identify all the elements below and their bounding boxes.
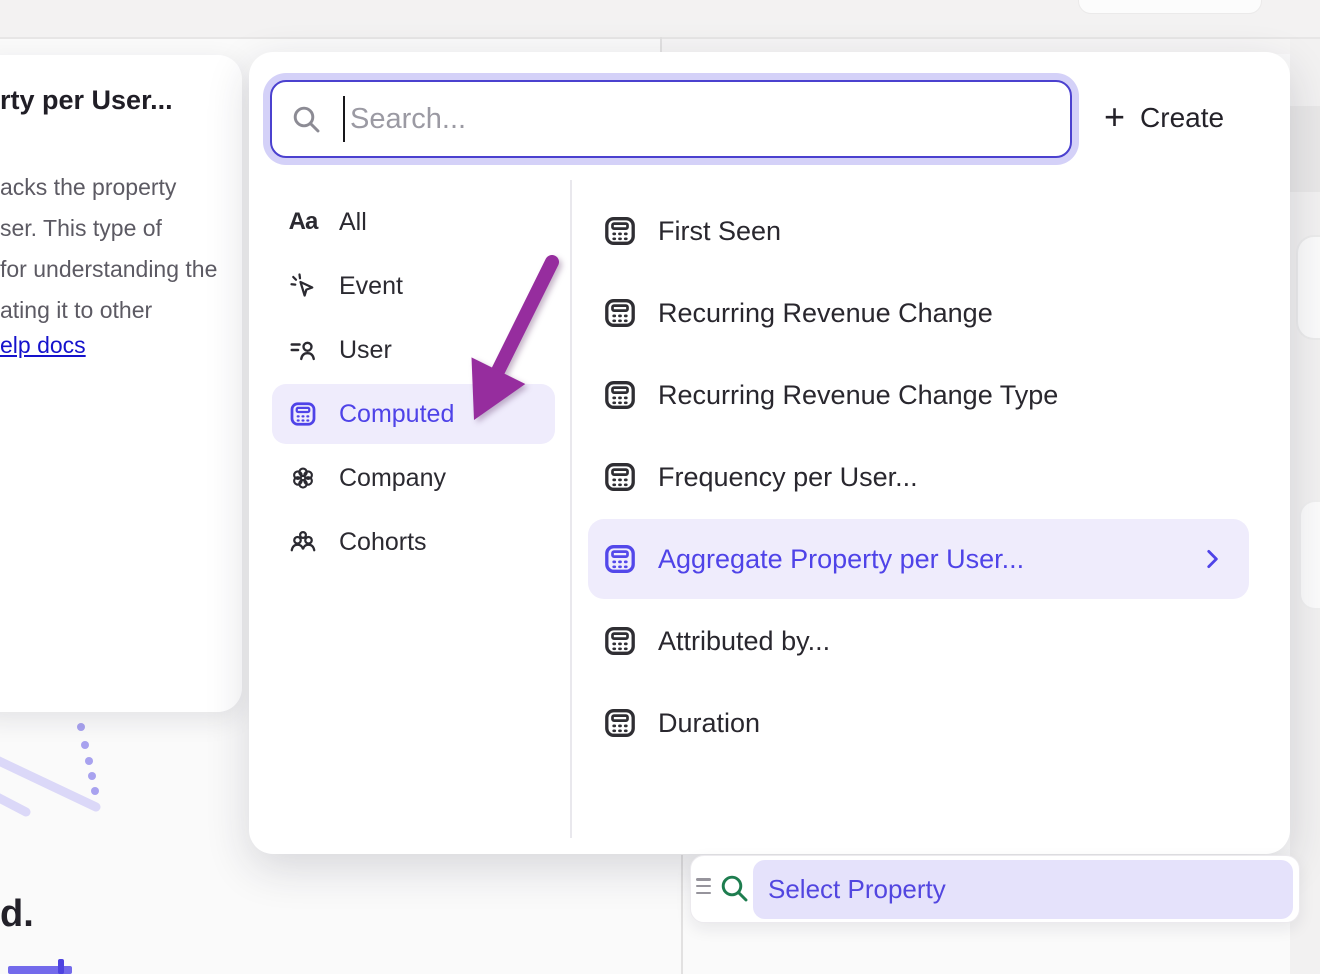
item-label: Frequency per User... [658,461,918,492]
background-top-tab [1078,0,1262,14]
background-right-pane [660,39,1290,54]
calculator-icon [602,213,638,249]
create-button[interactable]: + Create [1104,92,1224,144]
list-item-duration[interactable]: Duration [588,683,1249,763]
list-item-first-seen[interactable]: First Seen [588,191,1249,271]
tooltip-line: ating it to other [0,297,153,323]
item-label: First Seen [658,215,782,246]
category-label: Event [339,271,403,300]
text-aa-icon: Aa [288,208,319,235]
plus-icon: + [1104,95,1126,137]
category-cohorts[interactable]: Cohorts [272,512,555,572]
category-computed[interactable]: Computed [272,384,555,444]
item-label: Recurring Revenue Change Type [658,379,1059,410]
background-vertical-divider-bottom [681,855,683,974]
item-label: Duration [658,707,761,738]
page-heading-fragment: d. [0,893,34,935]
drag-handle-icon[interactable] [696,878,711,894]
clipped-purple-text-fragment [58,959,64,974]
calculator-icon [287,398,319,430]
calculator-icon [602,705,638,741]
item-label: Aggregate Property per User... [658,543,1025,574]
property-selector-bar: Select Property [690,855,1300,923]
column-divider [570,180,572,838]
empty-state-illustration [0,723,101,817]
tooltip-line: acks the property [0,174,177,200]
calculator-icon [602,459,638,495]
item-label: Attributed by... [658,625,831,656]
search-field-container [270,80,1072,158]
category-label: Computed [339,399,455,428]
search-icon [290,103,322,135]
cursor-click-icon [287,270,319,302]
tooltip-description: acks the property ser. This type of for … [0,167,217,331]
tooltip-line: ser. This type of [0,215,162,241]
clipped-purple-text-fragment [8,966,72,974]
search-icon-green [718,872,750,904]
help-docs-link[interactable]: elp docs [0,332,86,358]
chevron-right-icon [1199,546,1225,572]
list-item-frequency-per-user[interactable]: Frequency per User... [588,437,1249,517]
text-cursor [343,96,345,142]
property-picker-modal: + Create Aa All Event User Computed Comp… [249,52,1290,854]
select-property-label: Select Property [768,874,946,904]
company-cluster-icon [287,462,319,494]
user-list-icon [287,334,319,366]
background-right-block [1290,106,1320,192]
search-input[interactable] [345,102,1070,136]
list-item-aggregate-property-per-user[interactable]: Aggregate Property per User... [588,519,1249,599]
calculator-icon [602,623,638,659]
category-label: All [339,207,367,236]
list-item-recurring-revenue-change[interactable]: Recurring Revenue Change [588,273,1249,353]
list-item-recurring-revenue-change-type[interactable]: Recurring Revenue Change Type [588,355,1249,435]
category-event[interactable]: Event [272,256,555,316]
cohorts-people-icon [287,526,319,558]
background-right-card-edge [1296,235,1320,340]
background-right-card-edge [1299,500,1320,610]
calculator-icon [602,377,638,413]
calculator-icon [602,295,638,331]
category-user[interactable]: User [272,320,555,380]
property-tooltip-card: rty per User... acks the property ser. T… [0,55,242,712]
category-company[interactable]: Company [272,448,555,508]
tooltip-line: for understanding the [0,256,218,282]
select-property-button[interactable]: Select Property [753,860,1293,919]
category-label: Company [339,463,446,492]
create-button-label: Create [1140,102,1225,133]
category-label: User [339,335,392,364]
list-item-attributed-by[interactable]: Attributed by... [588,601,1249,681]
calculator-icon [602,541,638,577]
background-vertical-divider-top [660,37,662,54]
category-all[interactable]: Aa All [272,192,555,252]
tooltip-title: rty per User... [0,85,173,115]
item-label: Recurring Revenue Change [658,297,993,328]
category-label: Cohorts [339,527,427,556]
